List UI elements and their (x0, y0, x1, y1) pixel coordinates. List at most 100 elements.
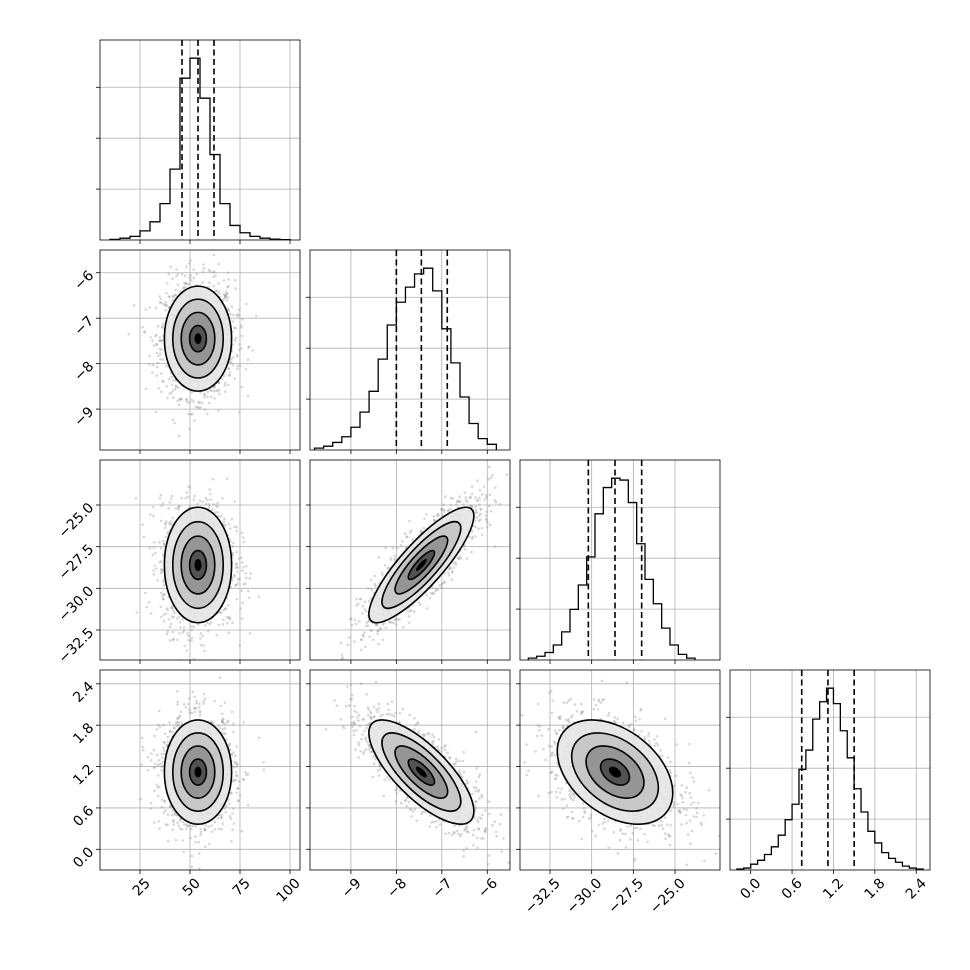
sample-point (493, 498, 497, 502)
sample-point (403, 532, 407, 535)
sample-point (238, 644, 241, 647)
sample-point (148, 306, 152, 309)
hist-bar (200, 98, 210, 240)
sample-point (186, 632, 189, 635)
sample-point (438, 584, 441, 587)
panel-frame (309, 459, 511, 661)
sample-point (359, 597, 363, 601)
sample-point (391, 546, 395, 550)
sample-point (360, 638, 363, 641)
sample-point (155, 410, 158, 414)
sample-point (202, 692, 206, 696)
sample-point (217, 262, 221, 266)
sample-point (459, 500, 462, 504)
sample-point (151, 363, 155, 367)
sample-point (483, 498, 487, 501)
sample-point (436, 512, 440, 516)
sample-point (389, 556, 393, 560)
sample-point (164, 523, 167, 526)
sample-point (204, 845, 207, 848)
sample-point (398, 618, 402, 621)
sample-point (220, 816, 224, 819)
sample-point (170, 523, 173, 526)
sample-point (171, 730, 174, 734)
sample-point (177, 505, 180, 509)
sample-point (173, 421, 176, 425)
sample-point (196, 405, 200, 409)
sample-point (148, 363, 151, 366)
sample-point (393, 557, 396, 561)
sample-point (156, 579, 159, 582)
sample-point (379, 627, 383, 631)
sample-point (228, 742, 232, 745)
sample-point (166, 630, 170, 633)
histogram-step (109, 57, 291, 240)
sample-point (231, 545, 235, 548)
sample-point (177, 434, 181, 438)
sample-point (185, 400, 189, 404)
sample-point (212, 275, 215, 279)
hist-bar (220, 204, 230, 240)
panel-2-1 (306, 459, 511, 664)
sample-point (407, 615, 411, 618)
contour-line (381, 520, 462, 610)
sample-point (189, 836, 192, 840)
sample-point (491, 473, 494, 477)
sample-point (222, 618, 225, 622)
sample-point (241, 569, 244, 573)
sample-point (222, 279, 226, 282)
sample-point (182, 626, 186, 629)
sample-point (238, 577, 241, 580)
sample-point (211, 477, 215, 481)
sample-point (231, 576, 234, 580)
sample-point (178, 615, 181, 619)
sample-point (212, 389, 216, 393)
sample-point (194, 840, 197, 844)
sample-point (432, 592, 435, 595)
sample-point (161, 380, 165, 383)
sample-point (206, 395, 209, 399)
sample-point (165, 282, 169, 285)
sample-point (184, 281, 188, 285)
sample-point (227, 308, 230, 311)
hist-bar (570, 609, 578, 660)
hist-bar (553, 645, 561, 660)
sample-point (142, 535, 146, 539)
sample-point (233, 574, 236, 578)
sample-point (151, 505, 155, 509)
sample-point (135, 611, 139, 614)
sample-point (432, 519, 436, 522)
sample-point (162, 583, 166, 586)
sample-point (152, 749, 156, 752)
histogram-group (313, 250, 498, 450)
sample-point (408, 609, 412, 613)
sample-point (162, 749, 166, 752)
sample-point (143, 330, 146, 334)
sample-point (185, 282, 189, 286)
sample-point (408, 519, 411, 523)
hist-bar (140, 231, 150, 240)
sample-point (347, 636, 351, 639)
sample-point (183, 274, 187, 278)
sample-point (489, 510, 493, 513)
sample-point (236, 578, 240, 581)
sample-point (251, 349, 254, 352)
sample-point (388, 621, 391, 624)
sample-point (160, 339, 164, 342)
sample-point (248, 632, 252, 635)
sample-point (169, 497, 173, 501)
sample-point (165, 364, 168, 368)
sample-point (474, 535, 477, 538)
sample-point (413, 610, 416, 613)
sample-point (194, 825, 197, 828)
sample-point (228, 743, 231, 747)
sample-point (199, 637, 202, 640)
sample-point (485, 496, 488, 499)
sample-point (227, 522, 231, 526)
sample-point (240, 531, 244, 535)
sample-point (201, 500, 205, 504)
sample-point (364, 645, 367, 649)
hist-bar (603, 488, 611, 660)
sample-point (164, 526, 167, 529)
sample-point (202, 263, 205, 266)
